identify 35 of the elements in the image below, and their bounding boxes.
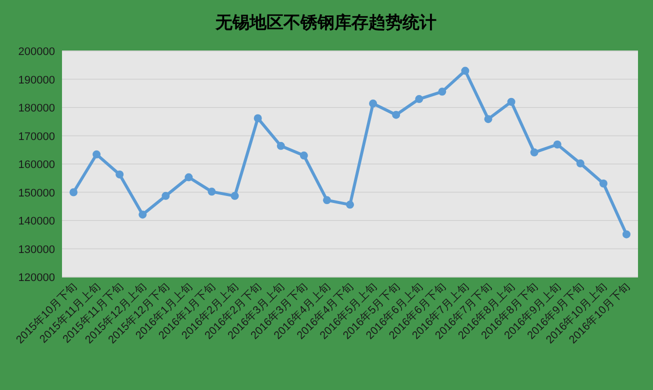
chart-title: 无锡地区不锈钢库存趋势统计 [214,13,436,32]
y-tick-label: 190000 [18,74,55,86]
point [254,114,262,122]
point [162,192,170,200]
point [392,110,400,119]
point [576,159,584,168]
point [484,115,492,124]
point [530,148,538,156]
point [507,98,516,106]
point [346,200,354,209]
point [415,95,424,104]
point [92,150,101,158]
y-tick-label: 170000 [18,130,55,143]
y-tick-label: 160000 [18,159,55,171]
y-tick-label: 150000 [18,187,55,200]
y-tick-label: 140000 [18,216,55,228]
point [553,140,562,149]
point [599,179,608,188]
y-tick-label: 130000 [18,244,55,256]
y-tick-label: 200000 [18,46,55,58]
y-tick-label: 120000 [18,272,55,284]
point [622,230,630,238]
point [438,88,446,96]
y-tick-label: 180000 [18,102,55,114]
point [70,188,78,196]
point [208,188,216,196]
point [461,66,470,75]
point [230,192,239,200]
point [300,152,308,160]
point [276,142,285,150]
point [322,196,331,204]
point [138,210,147,219]
point [369,100,378,108]
point [184,173,193,182]
point [116,170,124,178]
